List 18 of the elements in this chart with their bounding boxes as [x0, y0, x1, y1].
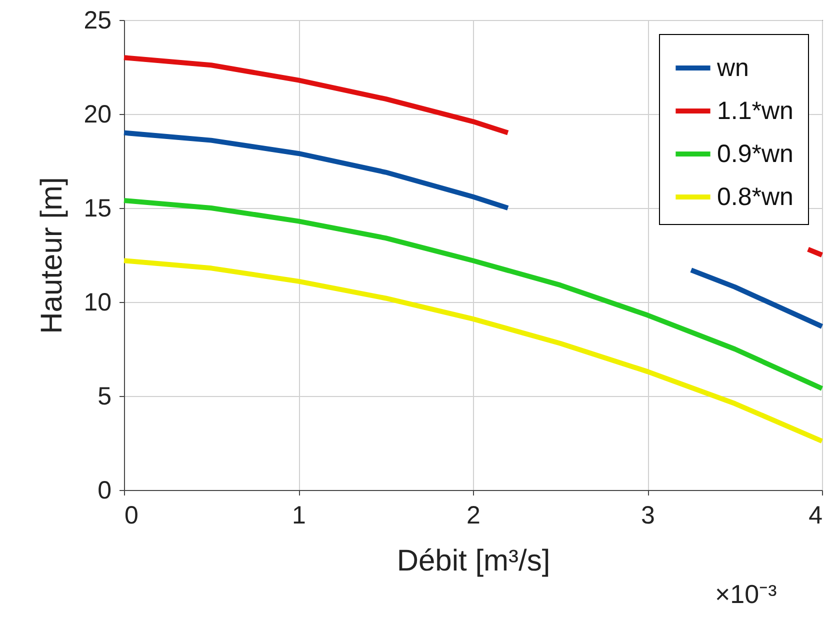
x-tick-label: 4 [808, 502, 823, 530]
y-tick-label: 20 [84, 100, 112, 128]
legend-label: 0.8*wn [717, 183, 794, 211]
x-tick-label: 1 [292, 502, 306, 530]
y-tick-label: 25 [84, 6, 112, 34]
x-tick-label: 2 [466, 502, 480, 530]
x-axis-title: Débit [m³/s] [396, 544, 550, 578]
legend-label: wn [716, 54, 749, 82]
y-axis-title: Hauteur [m] [36, 177, 69, 334]
y-tick-label: 0 [98, 476, 112, 504]
legend-label: 0.9*wn [717, 140, 794, 168]
y-tick-label: 10 [84, 288, 112, 316]
x-tick-label: 3 [641, 502, 655, 530]
y-tick-label: 15 [84, 194, 112, 222]
text: ×10⁻³ [715, 578, 777, 611]
legend-label: 1.1*wn [717, 97, 794, 125]
x-tick-label: 0 [124, 502, 138, 530]
y-tick-label: 5 [98, 382, 112, 410]
